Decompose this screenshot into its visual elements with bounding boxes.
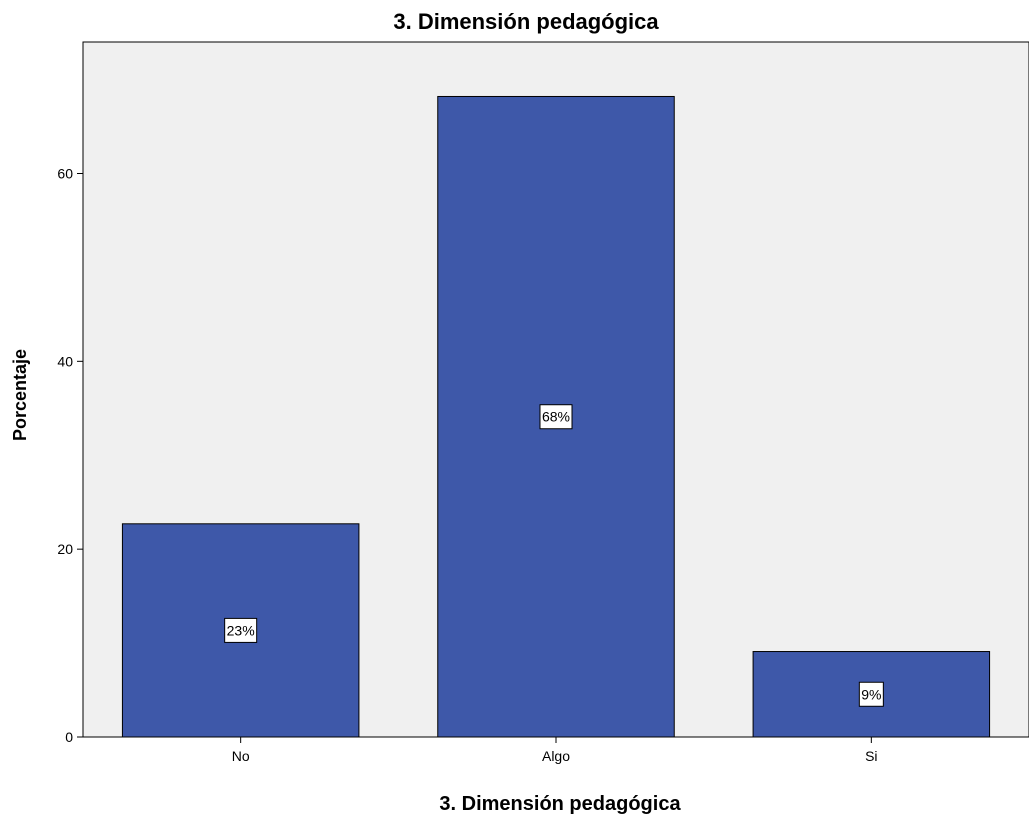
x-tick-label: No [232, 748, 250, 764]
data-labels-group: 23% 68% 9% [224, 404, 884, 707]
data-label-text: 9% [861, 686, 881, 702]
chart-title: 3. Dimensión pedagógica [393, 9, 659, 34]
data-label-text: 68% [542, 409, 570, 425]
y-tick-label: 20 [57, 541, 73, 557]
data-label-text: 23% [227, 622, 255, 638]
y-axis-label: Porcentaje [10, 349, 30, 441]
data-label-box [858, 681, 884, 707]
data-label-no: 23% [224, 617, 258, 643]
x-axis-label: 3. Dimensión pedagógica [439, 793, 681, 814]
y-tick-label: 60 [57, 165, 73, 181]
data-label-box [224, 617, 258, 643]
data-label-box [539, 404, 573, 430]
x-axis-ticks: No Algo Si [232, 737, 878, 764]
y-tick-label: 0 [65, 729, 73, 745]
x-tick-label: Si [865, 748, 877, 764]
y-axis-ticks: 0 20 40 60 [57, 165, 83, 745]
data-label-algo: 68% [539, 404, 573, 430]
x-tick-label: Algo [542, 748, 570, 764]
data-label-si: 9% [858, 681, 884, 707]
y-tick-label: 40 [57, 353, 73, 369]
